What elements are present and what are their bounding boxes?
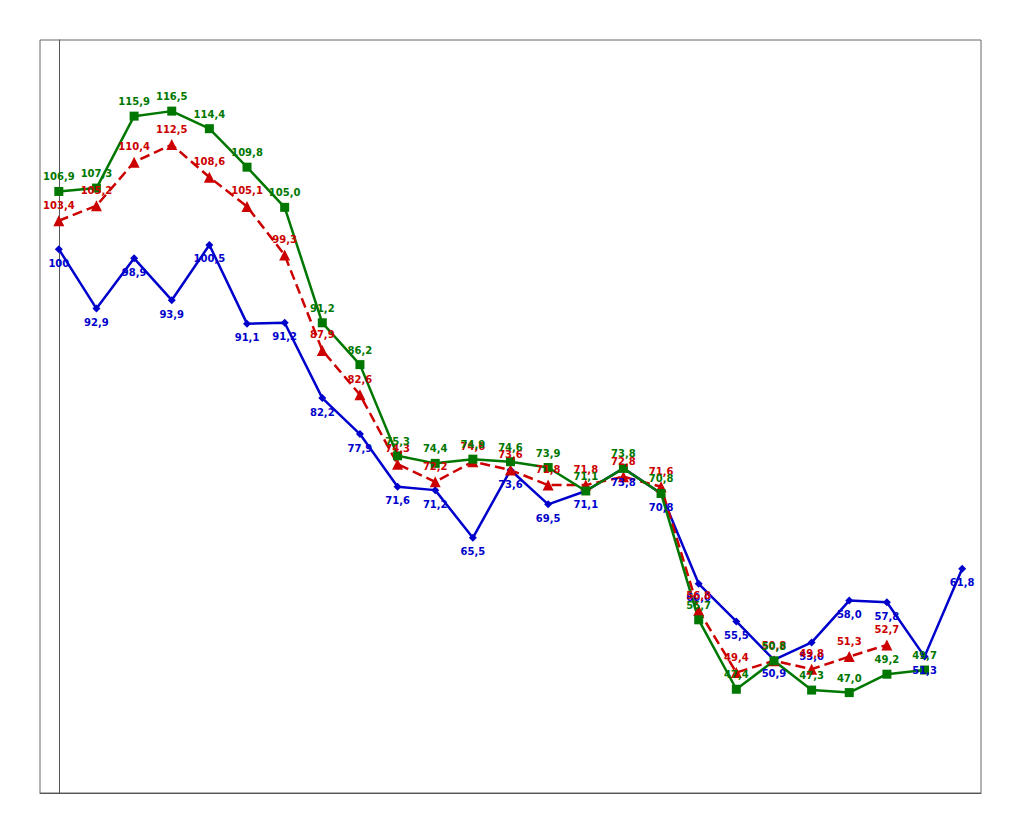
svg-text:116,5: 116,5 <box>156 91 188 102</box>
svg-text:57,8: 57,8 <box>875 611 900 622</box>
svg-text:71,2: 71,2 <box>423 499 448 510</box>
svg-text:74,3: 74,3 <box>385 443 410 455</box>
svg-text:91,2: 91,2 <box>272 331 297 342</box>
svg-text:99,3: 99,3 <box>272 234 297 245</box>
svg-text:55,7: 55,7 <box>686 600 711 611</box>
svg-text:82,6: 82,6 <box>348 374 373 385</box>
svg-text:109,8: 109,8 <box>231 147 263 158</box>
svg-text:100,5: 100,5 <box>194 253 226 264</box>
svg-text:71,6: 71,6 <box>385 495 410 506</box>
svg-text:49,4: 49,4 <box>724 652 749 663</box>
svg-text:106,9: 106,9 <box>43 171 75 182</box>
svg-text:50,8: 50,8 <box>762 641 787 652</box>
svg-text:77,9: 77,9 <box>348 443 373 454</box>
svg-text:51,3: 51,3 <box>837 636 862 647</box>
svg-text:92,9: 92,9 <box>84 317 109 328</box>
svg-text:107,3: 107,3 <box>81 168 113 179</box>
svg-text:71,1: 71,1 <box>573 499 598 510</box>
svg-text:71,8: 71,8 <box>573 464 599 476</box>
svg-text:110,4: 110,4 <box>118 141 150 152</box>
svg-text:74,9: 74,9 <box>461 439 486 450</box>
svg-text:103,4: 103,4 <box>43 200 75 211</box>
svg-text:47,3: 47,3 <box>799 670 824 681</box>
svg-text:49,2: 49,2 <box>875 654 900 665</box>
svg-text:58,0: 58,0 <box>837 609 862 620</box>
svg-text:71,1: 71,1 <box>573 471 598 482</box>
svg-text:72,2: 72,2 <box>423 461 448 472</box>
svg-text:61,8: 61,8 <box>950 577 975 588</box>
svg-text:108,6: 108,6 <box>194 156 226 167</box>
svg-text:49,8: 49,8 <box>799 648 824 659</box>
svg-text:71,6: 71,6 <box>648 465 674 477</box>
svg-text:82,2: 82,2 <box>310 407 335 418</box>
svg-text:73,8: 73,8 <box>611 477 636 488</box>
svg-text:91,2: 91,2 <box>310 303 335 314</box>
svg-text:87,9: 87,9 <box>310 329 335 340</box>
svg-text:47,4: 47,4 <box>724 669 749 680</box>
svg-text:105,0: 105,0 <box>269 187 301 198</box>
svg-text:49,7: 49,7 <box>912 650 937 661</box>
svg-text:70,8: 70,8 <box>649 473 674 484</box>
svg-text:98,9: 98,9 <box>122 267 147 278</box>
svg-text:71,8: 71,8 <box>536 464 561 475</box>
svg-text:50,9: 50,9 <box>762 668 787 679</box>
svg-text:114,4: 114,4 <box>194 109 226 120</box>
svg-text:50,8: 50,8 <box>762 640 787 651</box>
svg-text:86,2: 86,2 <box>348 345 373 356</box>
svg-text:73,6: 73,6 <box>498 479 523 490</box>
svg-text:74,6: 74,6 <box>498 442 523 453</box>
svg-text:72,8: 72,8 <box>611 455 636 467</box>
svg-text:73,9: 73,9 <box>536 448 561 459</box>
svg-text:105,2: 105,2 <box>81 185 113 196</box>
svg-text:100: 100 <box>48 258 69 269</box>
svg-text:112,5: 112,5 <box>156 124 188 135</box>
svg-text:115,9: 115,9 <box>118 96 150 107</box>
svg-text:56,8: 56,8 <box>686 589 711 601</box>
svg-text:73,8: 73,8 <box>611 448 636 459</box>
svg-text:69,5: 69,5 <box>536 513 561 524</box>
svg-text:70,8: 70,8 <box>649 502 674 513</box>
svg-text:93,9: 93,9 <box>159 309 184 320</box>
svg-text:74,4: 74,4 <box>423 443 448 454</box>
svg-text:105,1: 105,1 <box>231 185 263 196</box>
svg-text:91,1: 91,1 <box>235 332 260 343</box>
svg-text:75,3: 75,3 <box>385 436 410 447</box>
svg-text:73,6: 73,6 <box>498 449 523 460</box>
svg-text:55,5: 55,5 <box>724 630 749 641</box>
svg-text:51,3: 51,3 <box>912 665 937 676</box>
svg-text:52,7: 52,7 <box>875 624 900 635</box>
svg-text:47,0: 47,0 <box>837 673 862 684</box>
svg-text:65,5: 65,5 <box>461 546 486 557</box>
